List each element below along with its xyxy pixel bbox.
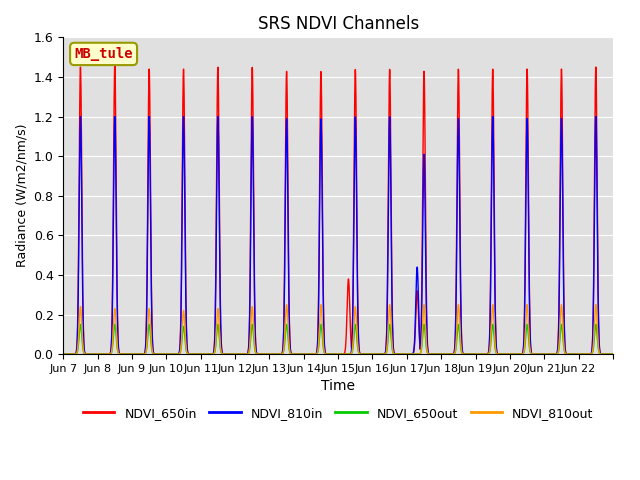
NDVI_650in xyxy=(172,351,180,357)
NDVI_810out xyxy=(592,302,600,308)
NDVI_810in xyxy=(60,351,67,357)
Line: NDVI_650out: NDVI_650out xyxy=(63,324,613,354)
NDVI_650in xyxy=(60,351,67,357)
NDVI_650out xyxy=(60,351,67,357)
NDVI_650out xyxy=(172,351,180,357)
X-axis label: Time: Time xyxy=(321,379,355,394)
NDVI_810out xyxy=(172,351,180,357)
Y-axis label: Radiance (W/m2/nm/s): Radiance (W/m2/nm/s) xyxy=(15,124,28,267)
NDVI_650out xyxy=(492,350,500,356)
NDVI_650out xyxy=(77,322,84,327)
NDVI_810in xyxy=(77,114,84,120)
NDVI_650out xyxy=(409,351,417,357)
NDVI_810in xyxy=(492,342,500,348)
NDVI_810out xyxy=(603,351,611,357)
NDVI_810out xyxy=(492,348,500,354)
NDVI_810out xyxy=(60,351,67,357)
NDVI_810out xyxy=(525,333,533,338)
Legend: NDVI_650in, NDVI_810in, NDVI_650out, NDVI_810out: NDVI_650in, NDVI_810in, NDVI_650out, NDV… xyxy=(78,402,598,424)
NDVI_650in xyxy=(525,262,533,268)
NDVI_650in xyxy=(492,340,500,346)
NDVI_650in xyxy=(609,351,617,357)
NDVI_650in xyxy=(603,351,611,357)
NDVI_810in xyxy=(609,351,617,357)
NDVI_810out xyxy=(457,343,465,349)
NDVI_650out xyxy=(525,342,533,348)
NDVI_810out xyxy=(609,351,617,357)
Text: MB_tule: MB_tule xyxy=(74,47,133,61)
NDVI_810out xyxy=(408,351,416,357)
NDVI_810in xyxy=(457,321,465,326)
NDVI_650out xyxy=(609,351,617,357)
NDVI_650in xyxy=(457,314,465,320)
NDVI_650in xyxy=(409,351,417,357)
NDVI_650out xyxy=(457,348,465,353)
Line: NDVI_810out: NDVI_810out xyxy=(63,305,613,354)
NDVI_810in xyxy=(172,351,180,357)
Line: NDVI_650in: NDVI_650in xyxy=(63,65,613,354)
Title: SRS NDVI Channels: SRS NDVI Channels xyxy=(257,15,419,33)
NDVI_810in xyxy=(603,351,611,357)
NDVI_650in xyxy=(111,62,118,68)
NDVI_650out xyxy=(603,351,611,357)
NDVI_810in xyxy=(409,351,417,357)
Line: NDVI_810in: NDVI_810in xyxy=(63,117,613,354)
NDVI_810in xyxy=(525,277,533,283)
